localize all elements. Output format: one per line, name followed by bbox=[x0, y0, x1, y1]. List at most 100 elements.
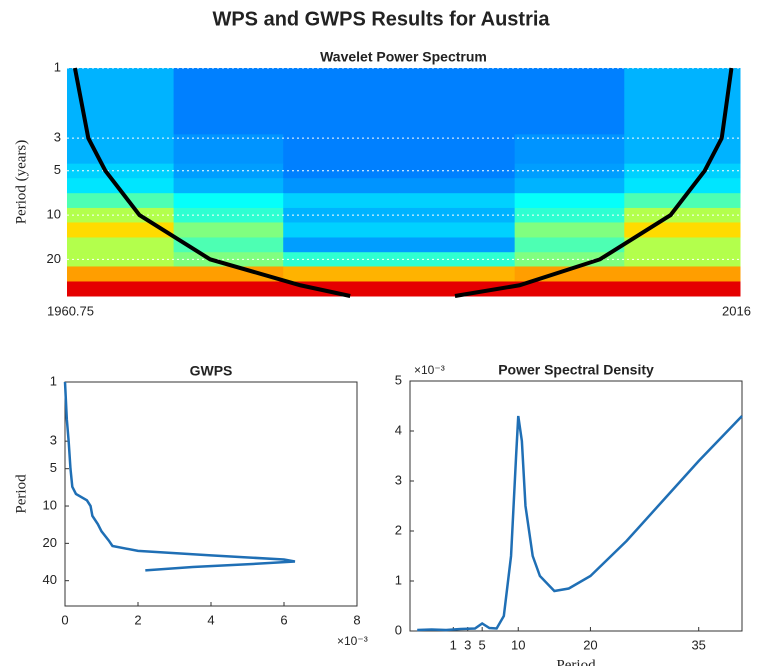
heat-cell bbox=[514, 68, 625, 90]
cone-of-influence bbox=[72, 67, 351, 298]
y-axis-label: Period bbox=[13, 474, 29, 514]
heat-cell bbox=[283, 105, 400, 120]
y-tick-label: 5 bbox=[54, 162, 61, 177]
heat-cell bbox=[283, 88, 400, 106]
x-tick-label: 2016 bbox=[722, 303, 751, 318]
heat-cell bbox=[514, 178, 625, 194]
y-tick-label: 5 bbox=[395, 372, 402, 387]
heat-cell bbox=[67, 149, 175, 165]
figure-title: WPS and GWPS Results for Austria bbox=[212, 8, 550, 30]
heat-cell bbox=[283, 207, 400, 223]
heat-cell bbox=[514, 193, 625, 209]
x-tick-label: 1960.75 bbox=[47, 303, 94, 318]
heat-cell bbox=[283, 68, 400, 90]
y-tick-label: 2 bbox=[395, 522, 402, 537]
heat-cell bbox=[173, 134, 284, 150]
heat-cell bbox=[283, 252, 400, 267]
heat-cell bbox=[67, 237, 175, 253]
heat-cell bbox=[398, 68, 516, 90]
heat-cell bbox=[624, 281, 741, 297]
panel-title: Power Spectral Density bbox=[498, 362, 654, 378]
heat-cell bbox=[67, 178, 175, 194]
heat-cell bbox=[398, 193, 516, 209]
heat-cell bbox=[283, 237, 400, 253]
x-tick-label: 6 bbox=[280, 612, 287, 627]
heat-cell bbox=[67, 222, 175, 238]
y-tick-label: 1 bbox=[50, 373, 57, 388]
heat-cell bbox=[398, 105, 516, 120]
heat-cell bbox=[67, 88, 175, 106]
heat-cell bbox=[67, 119, 175, 135]
heat-cell bbox=[624, 178, 741, 194]
data-line bbox=[417, 415, 743, 632]
heat-cell bbox=[514, 105, 625, 120]
heat-cell bbox=[173, 193, 284, 209]
heat-cell bbox=[173, 237, 284, 253]
heat-cell bbox=[173, 178, 284, 194]
heat-cell bbox=[283, 193, 400, 209]
heat-cell bbox=[514, 88, 625, 106]
heat-cell bbox=[173, 281, 284, 297]
heat-cell bbox=[514, 119, 625, 135]
y-tick-label: 3 bbox=[50, 433, 57, 448]
plot-frame bbox=[64, 381, 358, 607]
heat-cell bbox=[283, 119, 400, 135]
heat-cell bbox=[398, 119, 516, 135]
heat-cell bbox=[173, 222, 284, 238]
plot-frame bbox=[409, 380, 743, 632]
heat-cell bbox=[624, 149, 741, 165]
heat-cell bbox=[283, 222, 400, 238]
y-exponent-label: ×10⁻³ bbox=[414, 363, 445, 377]
x-tick-label: 4 bbox=[207, 612, 214, 627]
heat-cell bbox=[283, 266, 400, 282]
y-axis-label: Period (years) bbox=[13, 140, 29, 225]
x-tick-label: 5 bbox=[479, 637, 486, 652]
heat-cell bbox=[173, 68, 284, 90]
x-axis-label: Period bbox=[556, 657, 596, 666]
y-tick-label: 40 bbox=[43, 572, 57, 587]
data-line bbox=[63, 381, 296, 572]
heat-cell bbox=[398, 88, 516, 106]
panel-title: Wavelet Power Spectrum bbox=[320, 49, 487, 65]
heat-cell bbox=[173, 105, 284, 120]
x-tick-label: 35 bbox=[691, 637, 705, 652]
x-tick-label: 20 bbox=[583, 637, 597, 652]
heat-cell bbox=[624, 68, 741, 90]
heat-cell bbox=[514, 163, 625, 179]
heat-cell bbox=[624, 105, 741, 120]
x-tick-label: 1 bbox=[450, 637, 457, 652]
heat-cell bbox=[398, 222, 516, 238]
heat-cell bbox=[173, 266, 284, 282]
x-tick-label: 0 bbox=[61, 612, 68, 627]
heat-cell bbox=[624, 222, 741, 238]
heat-cell bbox=[67, 163, 175, 179]
heat-cell bbox=[283, 178, 400, 194]
heat-cell bbox=[67, 266, 175, 282]
heat-cell bbox=[398, 149, 516, 165]
heat-cell bbox=[398, 237, 516, 253]
heat-cell bbox=[67, 193, 175, 209]
heat-cell bbox=[67, 281, 175, 297]
heat-cell bbox=[514, 149, 625, 165]
heat-cell bbox=[514, 134, 625, 150]
x-tick-label: 3 bbox=[464, 637, 471, 652]
heat-cell bbox=[514, 237, 625, 253]
heat-cell bbox=[514, 252, 625, 267]
x-tick-label: 10 bbox=[511, 637, 525, 652]
y-tick-label: 3 bbox=[395, 472, 402, 487]
y-tick-label: 0 bbox=[395, 622, 402, 637]
heat-cell bbox=[398, 266, 516, 282]
heat-cell bbox=[67, 252, 175, 267]
heat-cell bbox=[624, 266, 741, 282]
heat-cell bbox=[283, 281, 400, 297]
heat-cell bbox=[67, 105, 175, 120]
y-tick-label: 1 bbox=[54, 59, 61, 74]
heat-cell bbox=[283, 149, 400, 165]
heat-cell bbox=[67, 134, 175, 150]
y-tick-label: 10 bbox=[47, 207, 61, 222]
heat-cell bbox=[173, 149, 284, 165]
x-tick-label: 2 bbox=[134, 612, 141, 627]
y-tick-label: 4 bbox=[395, 422, 402, 437]
heat-cell bbox=[283, 134, 400, 150]
